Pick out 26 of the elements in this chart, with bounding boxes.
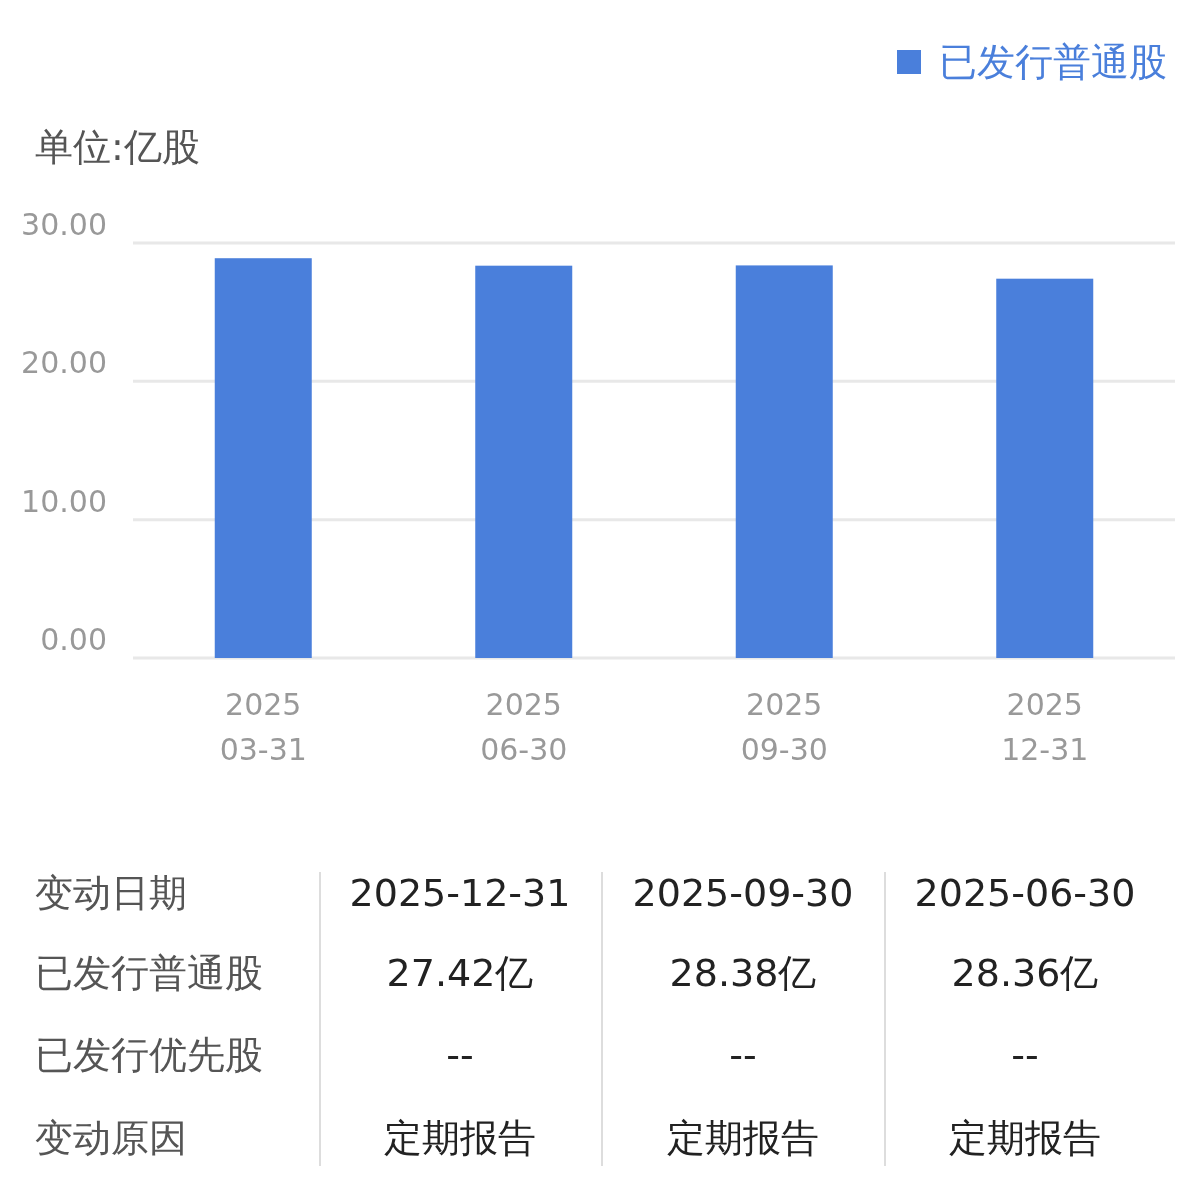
text: -- <box>729 1033 757 1077</box>
text: -- <box>446 1033 474 1077</box>
text: 28.38亿 <box>669 951 817 995</box>
text: 已发行普通股 <box>35 951 263 995</box>
text: 变动原因 <box>35 1116 187 1160</box>
text: 已发行优先股 <box>35 1033 263 1077</box>
legend-label: 已发行普通股 <box>939 40 1167 84</box>
y-tick-label: 30.00 <box>21 207 107 242</box>
text: 定期报告 <box>384 1116 536 1160</box>
text: 27.42亿 <box>386 951 534 995</box>
y-axis-title: 单位:亿股 <box>35 125 200 169</box>
x-tick-label: 2025 09-30 <box>740 687 828 767</box>
text: 28.36亿 <box>951 951 1099 995</box>
y-tick-label: 10.00 <box>21 483 107 519</box>
text: 2025-12-31 <box>349 871 571 915</box>
y-tick-label: 0.00 <box>40 622 107 657</box>
x-tick-label: 2025 03-31 <box>219 687 307 767</box>
text: -- <box>1011 1033 1039 1077</box>
x-tick-label: 2025 12-31 <box>1001 687 1089 767</box>
y-tick-label: 20.00 <box>21 345 107 381</box>
x-tick-label: 2025 06-30 <box>480 687 568 767</box>
text: 2025-06-30 <box>914 871 1136 915</box>
text: 定期报告 <box>667 1116 819 1160</box>
text: 2025-09-30 <box>632 871 854 915</box>
text: 变动日期 <box>35 871 187 915</box>
text: 定期报告 <box>949 1116 1101 1160</box>
